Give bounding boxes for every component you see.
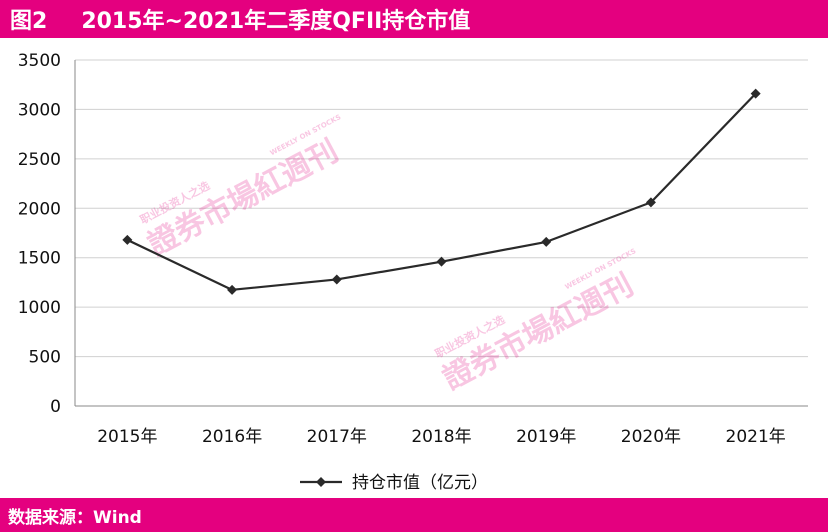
title-bar: 图2 2015年~2021年二季度QFII持仓市值 [0,0,828,38]
source-bar: 数据来源：Wind [0,498,828,532]
y-tick-label: 0 [50,397,61,417]
grid-lines [75,59,808,358]
data-point [541,236,552,247]
legend: 持仓市值（亿元） [300,473,488,493]
x-tick-label: 2021年 [726,427,786,447]
data-point [750,88,761,99]
series-layer [122,88,761,295]
x-tick-label: 2018年 [411,427,471,447]
line-chart: 證券市場紅週刊 职业投资人之选 WEEKLY ON STOCKS 證券市場紅週刊… [18,51,808,493]
chart-title: 2015年~2021年二季度QFII持仓市值 [81,9,471,34]
data-point [331,274,342,285]
x-tick-label: 2016年 [202,427,262,447]
x-tick-label: 2015年 [97,427,157,447]
figure-label: 图2 [10,9,48,34]
y-tick-label: 2500 [18,150,61,170]
y-tick-label: 1000 [18,298,61,318]
source-text: 数据来源：Wind [8,507,142,528]
data-point [122,234,133,245]
x-tick-label: 2017年 [307,427,367,447]
data-point [645,197,656,208]
axes: 0 500 1000 1500 2000 2500 3000 3500 2015年 2016年 20… [18,51,808,447]
data-point [227,284,238,295]
x-tick-label: 2019年 [516,427,576,447]
y-tick-label: 1500 [18,249,61,269]
y-tick-label: 3500 [18,51,61,71]
legend-label: 持仓市值（亿元） [352,473,488,493]
y-tick-label: 3000 [18,100,61,120]
legend-marker [316,477,326,487]
x-tick-label: 2020年 [621,427,681,447]
data-point [436,256,447,267]
y-tick-label: 2000 [18,199,61,219]
y-tick-label: 500 [29,348,61,368]
watermark: 證券市場紅週刊 职业投资人之选 WEEKLY ON STOCKS 證券市場紅週刊… [137,113,639,397]
